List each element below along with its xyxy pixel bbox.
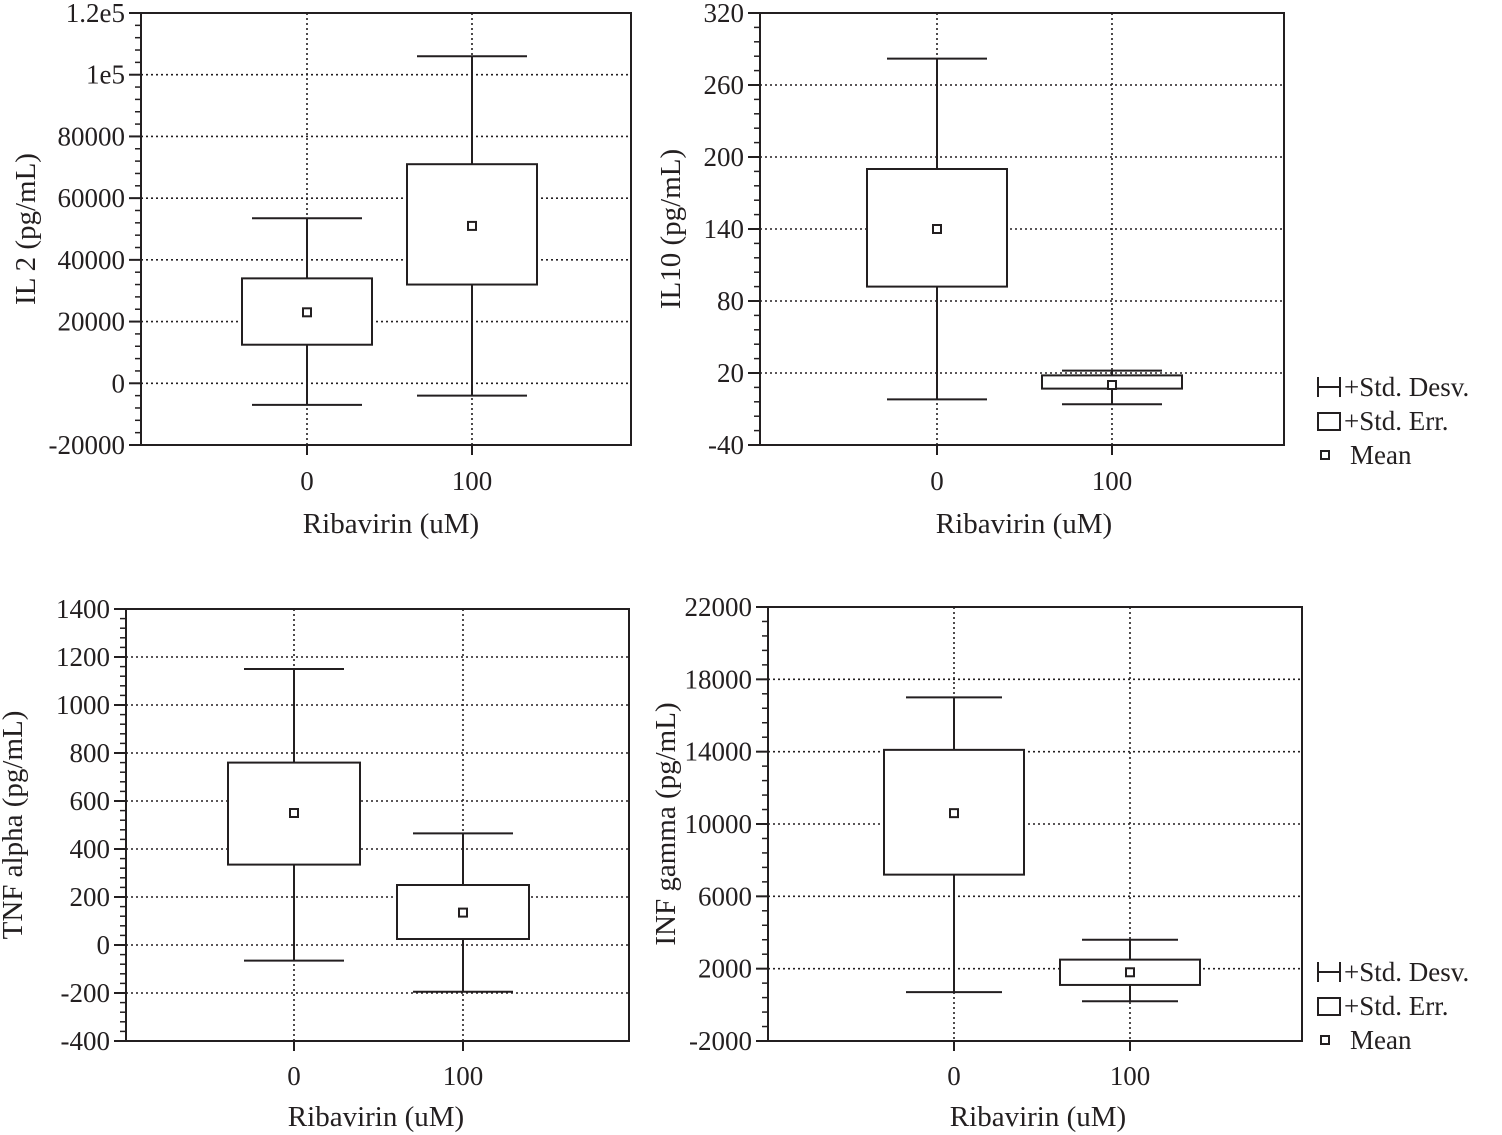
y-axis-title: TNF alpha (pg/mL) <box>0 711 29 940</box>
std-err-box <box>227 761 361 866</box>
y-tick-label: 260 <box>704 70 745 100</box>
x-tick-label: 0 <box>287 1061 301 1091</box>
series-group-100 <box>396 832 530 993</box>
legend-label-std-err: +Std. Err. <box>1344 991 1448 1021</box>
legend-label-mean: Mean <box>1350 440 1412 470</box>
y-tick-label: 600 <box>70 786 111 816</box>
y-tick-label: 1400 <box>56 594 110 624</box>
y-tick-label: 2000 <box>698 954 752 984</box>
x-axis-title: Ribavirin (uM) <box>288 1101 464 1133</box>
plot-frame <box>140 12 632 446</box>
y-tick-label: -200 <box>61 978 111 1008</box>
x-tick-label: 100 <box>1110 1061 1151 1091</box>
std-err-box <box>883 748 1025 876</box>
y-tick-label: 800 <box>70 738 111 768</box>
chart-panel-2: -40 20 80 140 200 260 320 0 100 Ribavirin (uM) IL1… <box>655 0 1469 540</box>
legend-label-mean: Mean <box>1350 1025 1412 1055</box>
chart-panel-1: -20000 0 20000 40000 60000 80000 1e5 1.2e5 0 100 R… <box>10 0 632 540</box>
x-tick-label: 0 <box>947 1061 961 1091</box>
x-axis-title: Ribavirin (uM) <box>303 508 479 540</box>
y-tick-label: -40 <box>708 430 744 460</box>
y-tick-label: 80000 <box>58 121 126 151</box>
legend-mean-icon <box>1320 450 1330 460</box>
y-tick-label: 80 <box>717 286 744 316</box>
mean-marker <box>932 224 942 234</box>
y-axis-title: INF gamma (pg/mL) <box>650 702 682 945</box>
legend-std-err-icon <box>1317 412 1341 431</box>
mean-marker <box>1125 967 1135 978</box>
x-axis-title: Ribavirin (uM) <box>950 1101 1126 1133</box>
series-group-0 <box>883 696 1025 994</box>
x-axis-title: Ribavirin (uM) <box>936 508 1112 540</box>
mean-marker <box>949 808 959 819</box>
y-tick-label: 1e5 <box>86 60 125 90</box>
y-tick-label: 60000 <box>58 183 126 213</box>
y-tick-label: -400 <box>61 1026 111 1056</box>
legend-label-std-dev: +Std. Desv. <box>1344 372 1469 402</box>
series-group-0 <box>241 217 373 406</box>
series-group-100 <box>1041 369 1183 406</box>
x-tick-label: 0 <box>930 466 944 496</box>
y-tick-label: 20000 <box>58 307 126 337</box>
x-tick-label: 100 <box>1092 466 1133 496</box>
y-tick-label: 1.2e5 <box>66 0 125 28</box>
x-tick-label: 100 <box>452 466 493 496</box>
plot-frame <box>125 608 630 1042</box>
y-tick-label: 200 <box>704 142 745 172</box>
mean-marker <box>302 307 312 318</box>
y-tick-label: 10000 <box>685 809 753 839</box>
series-group-100 <box>406 55 538 397</box>
y-tick-label: 0 <box>112 368 126 398</box>
mean-marker <box>1107 380 1117 390</box>
y-tick-label: 200 <box>70 882 111 912</box>
y-tick-label: 6000 <box>698 881 752 911</box>
y-tick-label: 18000 <box>685 664 753 694</box>
y-axis-title: IL 2 (pg/mL) <box>10 153 42 305</box>
y-tick-label: 22000 <box>685 592 753 622</box>
mean-marker <box>289 808 299 818</box>
y-tick-label: 1200 <box>56 642 110 672</box>
x-tick-label: 100 <box>443 1061 484 1091</box>
legend-mean-icon <box>1320 1035 1330 1045</box>
legend-std-err-icon <box>1317 997 1341 1016</box>
y-tick-label: 1000 <box>56 690 110 720</box>
legend-label-std-dev: +Std. Desv. <box>1344 957 1469 987</box>
legend: +Std. Desv. +Std. Err. Mean <box>1317 372 1469 470</box>
x-tick-label: 0 <box>300 466 314 496</box>
y-tick-label: 320 <box>704 0 745 28</box>
mean-marker <box>458 907 468 918</box>
y-tick-label: -2000 <box>689 1026 752 1056</box>
y-tick-label: 40000 <box>58 245 126 275</box>
y-tick-label: 0 <box>97 930 111 960</box>
y-tick-label: 20 <box>717 358 744 388</box>
series-group-0 <box>866 57 1008 401</box>
y-tick-label: 140 <box>704 214 745 244</box>
y-axis-title: IL10 (pg/mL) <box>655 149 687 309</box>
series-group-100 <box>1059 938 1201 1003</box>
legend-label-std-err: +Std. Err. <box>1344 406 1448 436</box>
y-tick-label: 14000 <box>685 737 753 767</box>
chart-panel-4: -2000 2000 6000 10000 14000 18000 22000 0 100 Rib… <box>650 592 1469 1133</box>
chart-panel-3: -400 -200 0 200 400 600 800 1000 1200 1400 0 100 Rib… <box>0 594 630 1133</box>
series-group-0 <box>227 668 361 962</box>
y-tick-label: -20000 <box>49 430 126 460</box>
mean-marker <box>467 220 477 231</box>
legend: +Std. Desv. +Std. Err. Mean <box>1317 957 1469 1055</box>
y-tick-label: 400 <box>70 834 111 864</box>
